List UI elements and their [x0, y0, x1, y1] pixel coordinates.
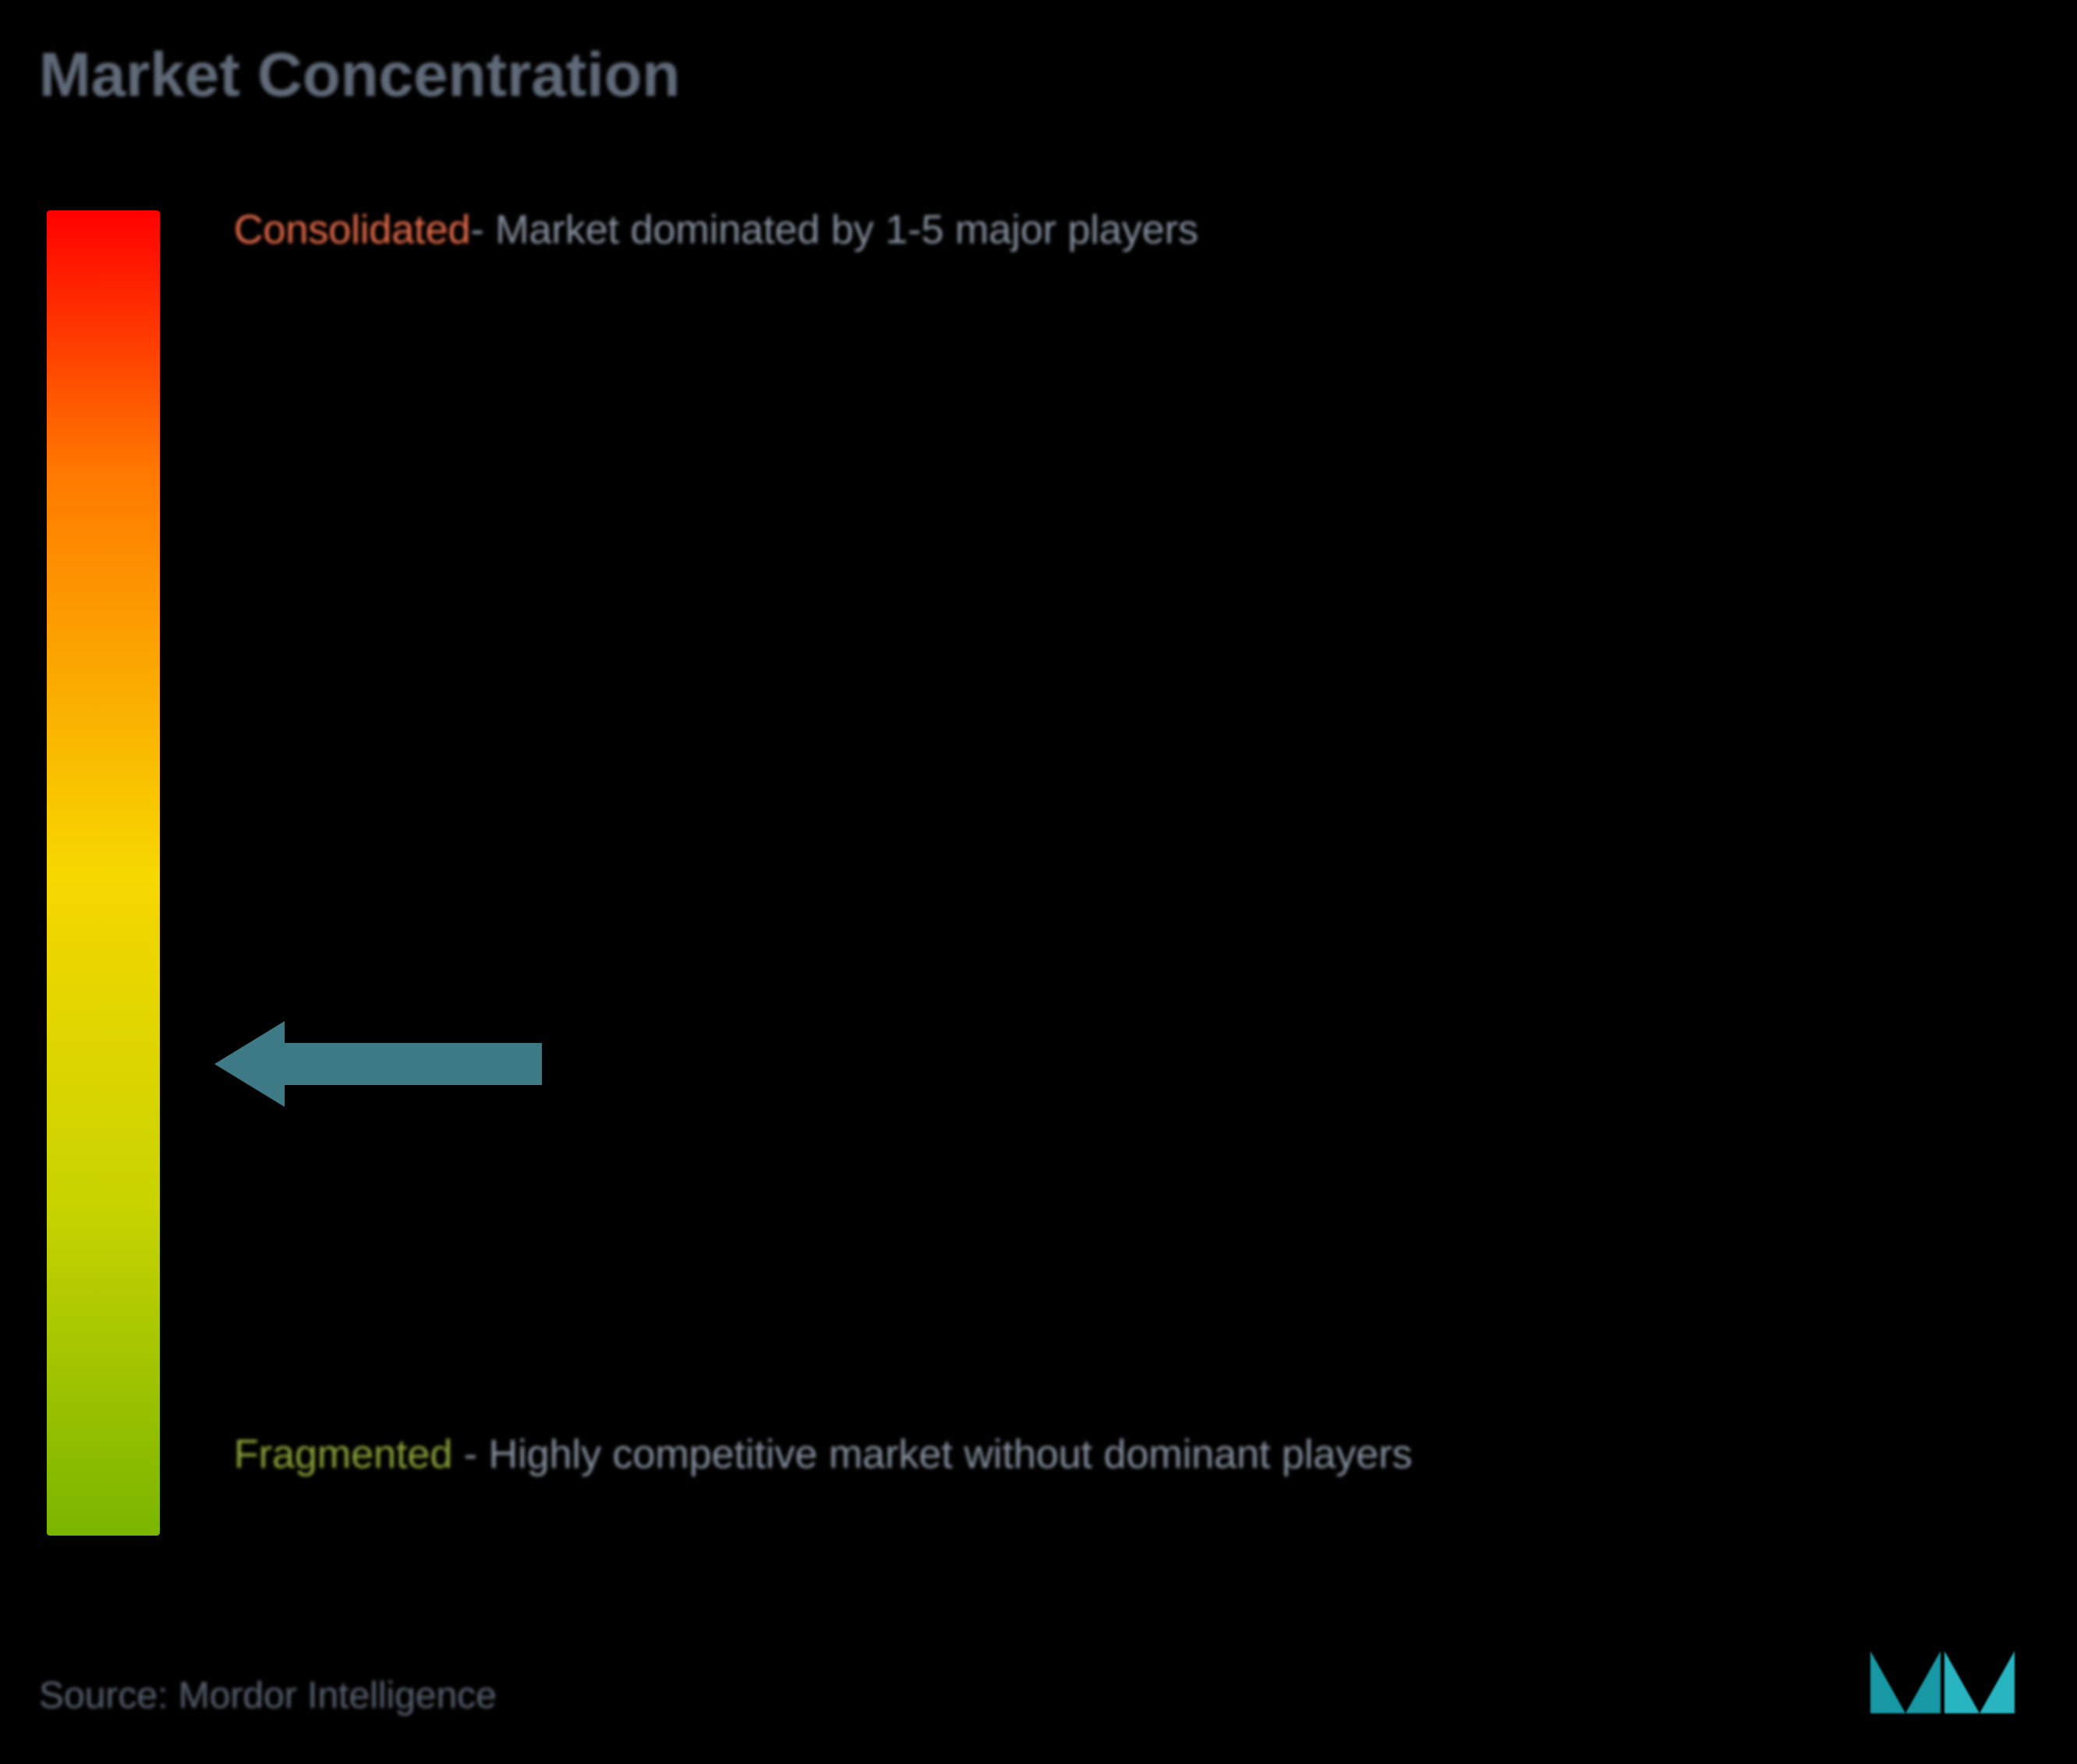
fragmented-label: Fragmented - Highly competitive market w… — [234, 1419, 1413, 1492]
consolidated-label: Consolidated- Market dominated by 1-5 ma… — [234, 207, 1198, 253]
fragmented-highlight: Fragmented — [234, 1432, 452, 1477]
consolidated-description: - Market dominated by 1-5 major players — [471, 207, 1199, 253]
source-attribution: Source: Mordor Intelligence — [39, 1674, 497, 1717]
mordor-logo-icon — [1866, 1639, 2022, 1725]
source-name: Mordor Intelligence — [179, 1675, 497, 1716]
chart-container: Market Concentration Consolidated- Marke… — [0, 0, 2077, 1764]
fragmented-description: - Highly competitive market without domi… — [452, 1432, 1412, 1477]
chart-title: Market Concentration — [39, 39, 680, 111]
concentration-gradient-bar — [47, 210, 160, 1536]
source-prefix: Source: — [39, 1675, 179, 1716]
position-arrow-icon — [214, 1021, 542, 1107]
arrow-shape — [214, 1021, 542, 1107]
consolidated-highlight: Consolidated — [234, 207, 471, 253]
